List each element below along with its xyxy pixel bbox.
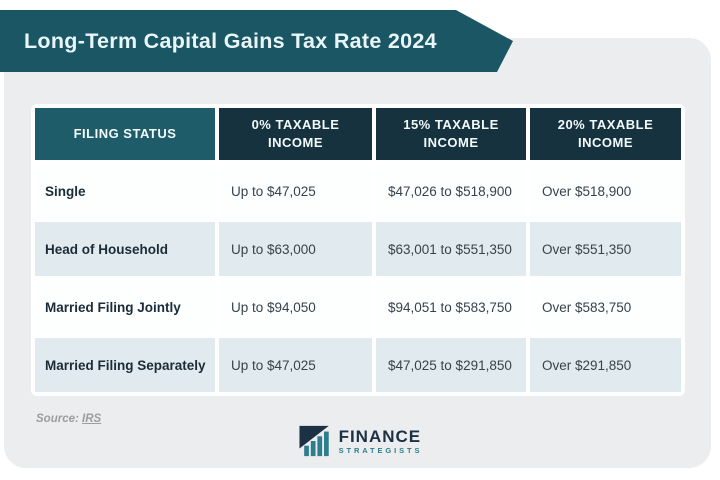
table-row-married-jointly: Married Filing Jointly Up to $94,050 $94… [35, 280, 681, 334]
cell-0-percent: Up to $47,025 [219, 338, 372, 392]
source-label: Source: [36, 413, 79, 425]
logo-strategists-text: STRATEGISTS [338, 445, 423, 455]
cell-0-percent: Up to $47,025 [219, 164, 372, 218]
table-row-head-of-household: Head of Household Up to $63,000 $63,001 … [35, 222, 681, 276]
cell-filing-status: Married Filing Jointly [35, 280, 215, 334]
bar-chart-growth-icon [299, 425, 329, 457]
cell-0-percent: Up to $94,050 [219, 280, 372, 334]
cell-15-percent: $47,025 to $291,850 [376, 338, 526, 392]
table-row-married-separately: Married Filing Separately Up to $47,025 … [35, 338, 681, 392]
column-header-20-percent: 20% TAXABLE INCOME [530, 108, 681, 160]
cell-20-percent: Over $518,900 [530, 164, 681, 218]
cell-filing-status: Married Filing Separately [35, 338, 215, 392]
source-link-irs[interactable]: IRS [82, 413, 102, 425]
cell-20-percent: Over $291,850 [530, 338, 681, 392]
cell-filing-status: Head of Household [35, 222, 215, 276]
finance-strategists-logo: FINANCE STRATEGISTS [298, 424, 423, 458]
cell-20-percent: Over $583,750 [530, 280, 681, 334]
title-banner: Long-Term Capital Gains Tax Rate 2024 [0, 10, 513, 72]
source-note: Source: IRS [36, 413, 101, 425]
page-title: Long-Term Capital Gains Tax Rate 2024 [24, 28, 437, 53]
logo-wordmark: FINANCE STRATEGISTS [339, 428, 423, 455]
cell-filing-status: Single [35, 164, 215, 218]
table-row-single: Single Up to $47,025 $47,026 to $518,900… [35, 164, 681, 218]
column-header-15-percent: 15% TAXABLE INCOME [376, 108, 526, 160]
cell-15-percent: $47,026 to $518,900 [376, 164, 526, 218]
cell-15-percent: $63,001 to $551,350 [376, 222, 526, 276]
cell-15-percent: $94,051 to $583,750 [376, 280, 526, 334]
cell-20-percent: Over $551,350 [530, 222, 681, 276]
cell-0-percent: Up to $63,000 [219, 222, 372, 276]
tax-rate-table: FILING STATUS 0% TAXABLE INCOME 15% TAXA… [31, 104, 685, 396]
column-header-filing-status: FILING STATUS [35, 108, 215, 160]
logo-finance-text: FINANCE [338, 426, 422, 446]
table-header-row: FILING STATUS 0% TAXABLE INCOME 15% TAXA… [35, 108, 681, 160]
column-header-0-percent: 0% TAXABLE INCOME [219, 108, 372, 160]
